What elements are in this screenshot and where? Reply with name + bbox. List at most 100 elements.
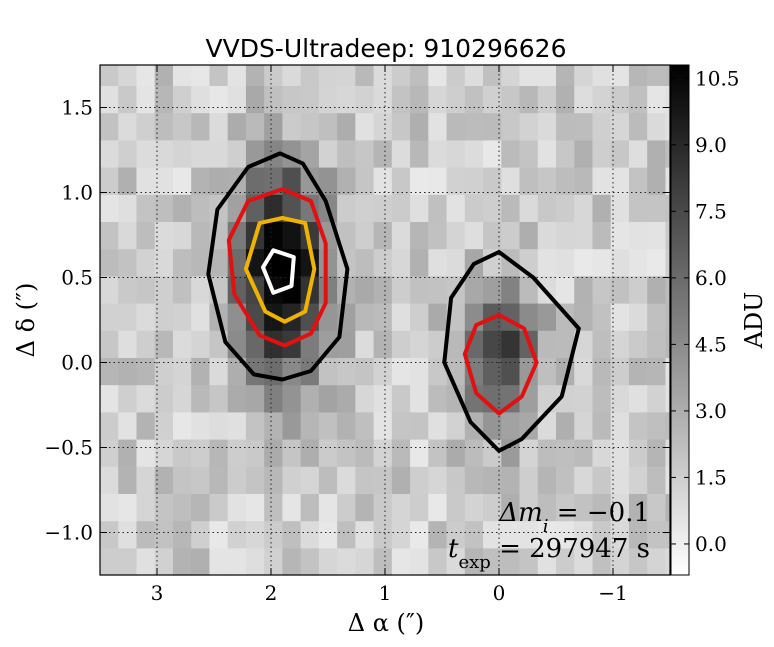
- heatmap-cell: [537, 411, 557, 440]
- heatmap-cell: [264, 493, 283, 522]
- heatmap-cell: [574, 439, 594, 467]
- heatmap-cell: [519, 194, 539, 222]
- heatmap-cell: [428, 112, 448, 141]
- grid-lines: [100, 65, 670, 575]
- heatmap-cell: [446, 520, 466, 549]
- contour: [206, 151, 350, 382]
- heatmap-cell: [592, 112, 612, 141]
- heatmap-cell: [592, 439, 612, 467]
- heatmap-cell: [428, 275, 448, 304]
- heatmap-cell: [136, 221, 156, 250]
- heatmap-cell: [428, 221, 448, 250]
- heatmap-cell: [574, 65, 594, 86]
- heatmap-cell: [337, 330, 356, 358]
- heatmap-cell: [446, 493, 466, 522]
- heatmap-cell: [610, 167, 630, 195]
- heatmap-cell: [665, 248, 671, 277]
- heatmap-cell: [282, 439, 302, 467]
- heatmap-cell: [172, 65, 192, 86]
- heatmap-cell: [209, 85, 229, 114]
- heatmap-cell: [172, 248, 192, 277]
- heatmap-cell: [318, 167, 338, 195]
- heatmap-cell: [136, 493, 156, 522]
- heatmap-cell: [300, 167, 320, 195]
- heatmap-cell: [337, 493, 356, 522]
- heatmap-cell: [191, 547, 211, 576]
- heatmap-cell: [300, 139, 320, 168]
- heatmap-cell: [100, 248, 119, 277]
- heatmap-cell: [172, 194, 192, 222]
- heatmap-cell: [355, 139, 375, 168]
- heatmap-cell: [337, 194, 356, 222]
- colorbar-tick-label: 1.5: [695, 465, 727, 489]
- heatmap-cell: [136, 357, 156, 386]
- heatmap-cell: [537, 303, 557, 331]
- heatmap-cell: [501, 65, 521, 86]
- heatmap-cell: [282, 65, 302, 86]
- heatmap-cell: [483, 167, 502, 195]
- heatmap-cell: [464, 167, 484, 195]
- heatmap-cell: [519, 547, 539, 576]
- heatmap-cell: [556, 493, 575, 522]
- heatmap-cell: [410, 520, 429, 549]
- heatmap-cell: [154, 112, 174, 141]
- heatmap-cell: [446, 167, 466, 195]
- heatmap-cell: [136, 139, 156, 168]
- heatmap-cell: [373, 139, 393, 168]
- heatmap-cell: [391, 248, 411, 277]
- heatmap-cell: [556, 384, 575, 413]
- heatmap-cell: [391, 547, 411, 576]
- heatmap-cell: [464, 275, 484, 304]
- heatmap-cell: [428, 357, 448, 386]
- heatmap-cell: [483, 439, 502, 467]
- heatmap-cell: [318, 357, 338, 386]
- heatmap-cell: [519, 520, 539, 549]
- heatmap-cell: [610, 439, 630, 467]
- heatmap-cell: [628, 112, 648, 141]
- heatmap-cell: [355, 85, 375, 114]
- heatmap-cell: [410, 303, 429, 331]
- heatmap-cell: [537, 112, 557, 141]
- heatmap-cell: [227, 384, 247, 413]
- heatmap-cell: [556, 112, 575, 141]
- heatmap-cell: [373, 221, 393, 250]
- colorbar-tick-label: 4.5: [695, 332, 727, 356]
- annotation-2: texp = 297947 s: [448, 534, 650, 573]
- x-axis-ticks: 3 2 1 0 −1: [151, 65, 628, 605]
- heatmap-cell: [628, 330, 648, 358]
- heatmap-cell: [647, 493, 667, 522]
- heatmap-cell: [519, 112, 539, 141]
- heatmap-cell: [428, 466, 448, 494]
- heatmap-cell: [556, 221, 575, 250]
- heatmap-cell: [428, 167, 448, 195]
- heatmap-cell: [391, 384, 411, 413]
- heatmap-cell: [428, 493, 448, 522]
- heatmap-cell: [118, 221, 138, 250]
- heatmap-cell: [647, 384, 667, 413]
- heatmap-cell: [410, 194, 429, 222]
- heatmap-cell: [574, 194, 594, 222]
- heatmap-cell: [172, 330, 192, 358]
- heatmap-cell: [373, 85, 393, 114]
- heatmap-cell: [245, 167, 265, 195]
- heatmap-cell: [501, 547, 521, 576]
- heatmap-cell: [191, 221, 211, 250]
- heatmap-cell: [118, 357, 138, 386]
- heatmap-cell: [300, 466, 320, 494]
- colorbar: [670, 64, 690, 576]
- heatmap-cell: [501, 466, 521, 494]
- heatmap-cell: [245, 65, 265, 86]
- heatmap-cell: [318, 248, 338, 277]
- heatmap-cell: [337, 384, 356, 413]
- heatmap-cell: [428, 85, 448, 114]
- heatmap-cell: [373, 411, 393, 440]
- heatmap-cell: [428, 384, 448, 413]
- heatmap-cell: [647, 330, 667, 358]
- heatmap-cell: [610, 384, 630, 413]
- heatmap-cell: [428, 547, 448, 576]
- heatmap-cell: [355, 466, 375, 494]
- heatmap-cell: [537, 330, 557, 358]
- heatmap-cell: [191, 466, 211, 494]
- heatmap-cell: [100, 384, 119, 413]
- heatmap-cell: [610, 411, 630, 440]
